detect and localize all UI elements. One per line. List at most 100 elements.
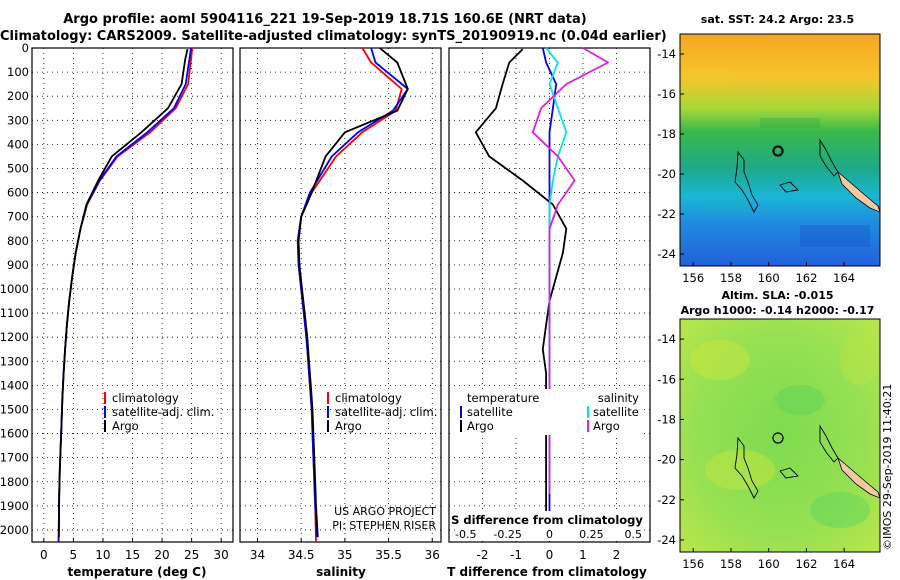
sla-map: -14 -16 -18 -20 -22 -24 156 158 160 162 164 bbox=[657, 318, 881, 571]
lat-tick-label: -22 bbox=[657, 207, 676, 221]
plot-title-line1: Argo profile: aoml 5904116_221 19-Sep-20… bbox=[63, 12, 587, 27]
lon-tick-label: 156 bbox=[682, 557, 704, 571]
salinity-legend: climatology satellite-adj. clim. Argo bbox=[327, 391, 437, 433]
legend-sat-swatch bbox=[104, 406, 106, 418]
new-caledonia bbox=[837, 456, 880, 499]
lon-tick-label: 164 bbox=[833, 557, 855, 571]
imos-footer: ©IMOS 29-Sep-2019 11:40:21 bbox=[881, 384, 894, 550]
legend-salinity-title: salinity bbox=[598, 391, 639, 405]
x-tick-label: 5 bbox=[70, 548, 78, 562]
salinity-lines bbox=[296, 47, 409, 543]
sla-map-texture bbox=[690, 335, 880, 528]
sla-patch bbox=[690, 340, 750, 380]
sst-patch bbox=[800, 225, 870, 247]
depth-tick-label: 300 bbox=[7, 113, 29, 127]
depth-tick-label: 800 bbox=[7, 234, 29, 248]
lat-tick-label: -16 bbox=[657, 372, 676, 386]
depth-tick-label: 900 bbox=[7, 258, 29, 272]
s-tick-label: 0.25 bbox=[579, 528, 604, 541]
depth-tick-label: 0 bbox=[22, 41, 29, 55]
legend-t-argo-swatch bbox=[460, 420, 462, 432]
lat-tick-label: -20 bbox=[657, 167, 676, 181]
sst-map-texture bbox=[690, 70, 870, 247]
x-tick-label: 10 bbox=[95, 548, 110, 562]
credit-pi: PI: STEPHEN RISER bbox=[332, 519, 436, 532]
x-tick-label: 34.5 bbox=[288, 548, 315, 562]
legend-sat-label: satellite-adj. clim. bbox=[335, 405, 437, 419]
sla-coastlines bbox=[734, 424, 839, 499]
depth-tick-label: 700 bbox=[7, 210, 29, 224]
legend-argo-swatch bbox=[327, 420, 329, 432]
s-tick-label: 0 bbox=[546, 528, 553, 541]
legend-sat-label: satellite-adj. clim. bbox=[112, 405, 214, 419]
lon-tick-label: 160 bbox=[758, 557, 780, 571]
new-caledonia bbox=[837, 170, 880, 213]
legend-s-sat-label: satellite bbox=[593, 405, 639, 419]
depth-tick-label: 1200 bbox=[0, 330, 29, 344]
salinity-frame bbox=[239, 47, 442, 543]
legend-clim-label: climatology bbox=[112, 391, 179, 405]
x-tick-label: 35.5 bbox=[375, 548, 402, 562]
sla-patch bbox=[840, 335, 880, 385]
temperature-lines bbox=[57, 47, 194, 543]
lon-tick-label: 162 bbox=[795, 271, 817, 285]
legend-t-sat-swatch bbox=[460, 406, 462, 418]
legend-clim-swatch bbox=[104, 392, 106, 404]
sla-map-title-line1: Altim. SLA: -0.015 bbox=[721, 289, 834, 302]
island-outline bbox=[779, 467, 799, 479]
x-tick-label: 0 bbox=[40, 548, 48, 562]
lat-tick-label: -14 bbox=[657, 332, 676, 346]
s-tick-label: 0.5 bbox=[625, 528, 643, 541]
sst-map-title: sat. SST: 24.2 Argo: 23.5 bbox=[700, 13, 855, 26]
sla-map-title-line2: Argo h1000: -0.14 h2000: -0.17 bbox=[680, 304, 875, 317]
x-tick-label: 15 bbox=[125, 548, 140, 562]
island-outline bbox=[734, 436, 759, 499]
depth-tick-label: 100 bbox=[7, 65, 29, 79]
x-tick-label: 34 bbox=[250, 548, 265, 562]
salinity-panel: 34 34.5 35 35.5 36 salinity climatology sate… bbox=[239, 47, 442, 579]
series-line-argo bbox=[58, 49, 189, 538]
salinity-axis-label: salinity bbox=[316, 565, 366, 579]
legend-temperature-title: temperature bbox=[467, 391, 539, 405]
lat-tick-label: -14 bbox=[657, 47, 676, 61]
x-tick-label: 36 bbox=[425, 548, 440, 562]
depth-tick-label: 1600 bbox=[0, 427, 29, 441]
plot-title-line2: Climatology: CARS2009. Satellite-adjuste… bbox=[0, 29, 667, 44]
sla-patch bbox=[810, 492, 870, 528]
legend-s-argo-label: Argo bbox=[593, 419, 620, 433]
x-tick-label: 0 bbox=[546, 548, 554, 562]
island-outline bbox=[819, 138, 839, 177]
depth-tick-label: 200 bbox=[7, 89, 29, 103]
legend-t-argo-label: Argo bbox=[467, 419, 494, 433]
sst-lon-ticks: 156 158 160 162 164 bbox=[682, 262, 855, 285]
depth-tick-label: 1500 bbox=[0, 402, 29, 416]
legend-clim-label: climatology bbox=[335, 391, 402, 405]
temperature-axis-label: temperature (deg C) bbox=[68, 565, 207, 579]
legend-backdrop bbox=[454, 389, 644, 435]
legend-t-sat-label: satellite bbox=[467, 405, 513, 419]
argo-float-marker bbox=[772, 432, 784, 444]
sst-lat-ticks: -14 -16 -18 -20 -22 -24 bbox=[657, 47, 684, 261]
lon-tick-label: 164 bbox=[833, 271, 855, 285]
legend-argo-swatch bbox=[104, 420, 106, 432]
lon-tick-label: 160 bbox=[758, 271, 780, 285]
difference-legend: temperature satellite Argo salinity sate… bbox=[454, 389, 644, 435]
series-line-argo bbox=[297, 47, 409, 538]
sst-patch bbox=[690, 70, 730, 84]
depth-tick-label: 1700 bbox=[0, 451, 29, 465]
depth-tick-label: 1300 bbox=[0, 354, 29, 368]
temperature-legend: climatology satellite-adj. clim. Argo bbox=[104, 391, 214, 433]
lat-tick-label: -18 bbox=[657, 412, 676, 426]
depth-tick-label: 400 bbox=[7, 137, 29, 151]
temperature-x-ticks: 0 5 10 15 20 25 30 bbox=[40, 538, 229, 562]
depth-tick-label: 1900 bbox=[0, 499, 29, 513]
depth-tick-label: 1000 bbox=[0, 282, 29, 296]
salinity-grid bbox=[240, 47, 441, 542]
lat-tick-label: -16 bbox=[657, 87, 676, 101]
legend-sat-swatch bbox=[327, 406, 329, 418]
lon-tick-label: 156 bbox=[682, 271, 704, 285]
island-outline bbox=[773, 146, 783, 156]
sla-patch bbox=[705, 450, 775, 490]
depth-tick-label: 1800 bbox=[0, 475, 29, 489]
